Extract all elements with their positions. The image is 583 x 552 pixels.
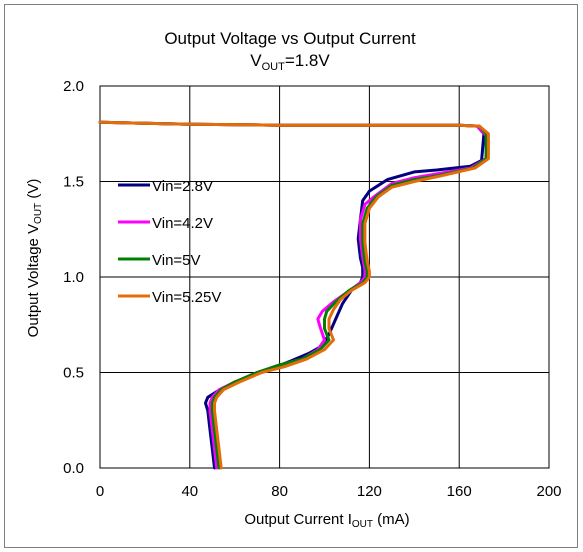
legend-label: Vin=5.25V [152,289,221,306]
y-tick-labels: 0.0 0.5 1.0 1.5 2.0 [63,78,84,477]
legend-label: Vin=5V [152,252,201,269]
chart-title: Output Voltage vs Output Current [164,29,416,48]
x-tick-label: 40 [181,483,198,500]
y-tick-label: 0.0 [63,460,84,477]
x-tick-label: 80 [271,483,288,500]
x-tick-labels: 0 40 80 120 160 200 [96,483,562,500]
x-axis-label: Output Current IOUT (mA) [244,511,409,530]
y-tick-label: 2.0 [63,78,84,95]
chart-subtitle: VOUT=1.8V [250,51,330,73]
y-tick-label: 0.5 [63,365,84,382]
x-tick-label: 120 [357,483,382,500]
x-tick-label: 0 [96,483,104,500]
y-tick-label: 1.0 [63,269,84,286]
series-line [98,120,490,470]
legend-label: Vin=2.8V [152,178,213,195]
y-tick-label: 1.5 [63,174,84,191]
legend-label: Vin=4.2V [152,215,213,232]
x-tick-label: 200 [536,483,561,500]
legend: Vin=2.8V Vin=4.2V Vin=5V Vin=5.25V [118,178,221,306]
y-axis-label: Output Voltage VOUT (V) [25,179,44,338]
x-tick-label: 160 [447,483,472,500]
series-lines [98,120,490,470]
